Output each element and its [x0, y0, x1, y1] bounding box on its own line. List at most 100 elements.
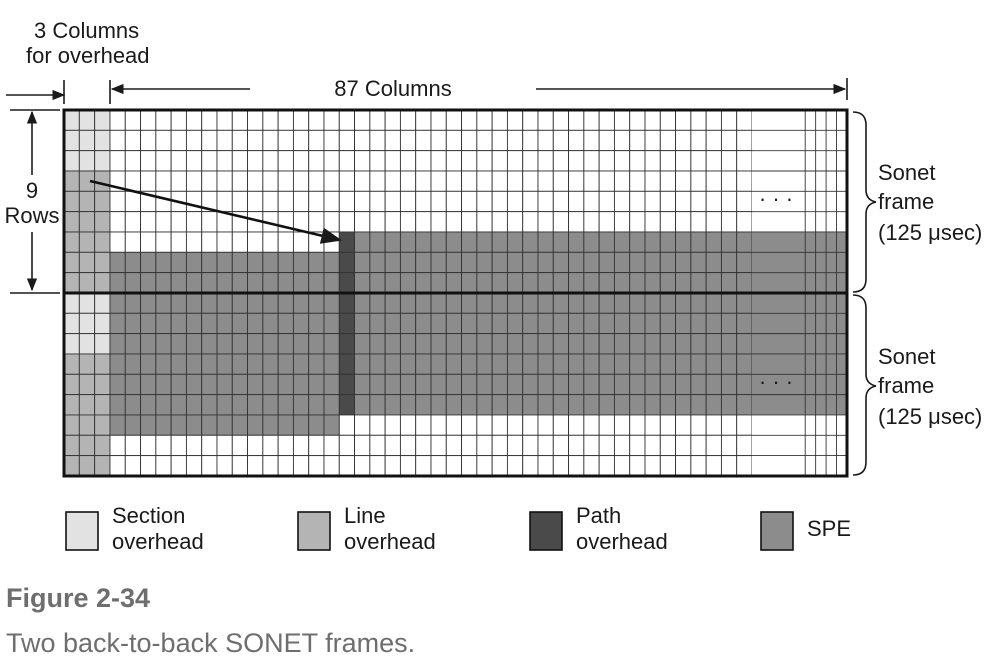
- grid-cell: [231, 394, 249, 416]
- grid-cell: [720, 129, 738, 152]
- grid-cell: [369, 312, 386, 335]
- grid-cell: [140, 150, 157, 172]
- grid-cell: [63, 414, 80, 436]
- grid-cell: [720, 455, 738, 477]
- grid-cell: [247, 150, 264, 172]
- grid-cell: [399, 292, 417, 314]
- grid-cell: [690, 455, 707, 477]
- grid-cell: [506, 129, 524, 152]
- grid-cell: [94, 109, 111, 131]
- grid-cell: [476, 251, 493, 274]
- grid-cell: [705, 272, 722, 294]
- grid-cell: [552, 394, 570, 416]
- grid-cell: [705, 312, 722, 335]
- frame1-ellipsis: · · ·: [759, 186, 793, 211]
- grid-cell: [63, 394, 80, 416]
- grid-cell: [828, 191, 847, 212]
- grid-cell: [705, 170, 722, 192]
- grid-cell: [155, 272, 172, 294]
- grid-cell: [644, 170, 661, 192]
- grid-cell: [292, 170, 310, 192]
- grid-cell: [675, 455, 692, 477]
- grid-cell: [124, 434, 142, 457]
- grid-cell: [384, 373, 401, 396]
- grid-cell: [790, 394, 809, 415]
- grid-cell: [231, 312, 249, 335]
- grid-cell: [445, 251, 463, 274]
- legend-label-section-line1: Section: [112, 503, 185, 528]
- grid-cell: [415, 333, 432, 355]
- grid-cell: [185, 211, 203, 233]
- grid-cell: [262, 434, 279, 457]
- grid-cell: [568, 455, 585, 477]
- grid-cell: [583, 333, 600, 355]
- grid-cell: [522, 455, 539, 477]
- grid-cell: [736, 251, 753, 274]
- grid-cell: [109, 231, 126, 253]
- grid-cell: [598, 251, 615, 274]
- grid-cell: [155, 251, 172, 274]
- grid-cell: [568, 373, 585, 396]
- grid-cell: [292, 109, 310, 131]
- grid-cell: [491, 292, 508, 314]
- grid-cell: [78, 312, 96, 335]
- grid-cell: [790, 191, 809, 212]
- grid-cell: [78, 353, 96, 375]
- grid-cell: [323, 292, 340, 314]
- grid-cell: [506, 333, 524, 355]
- grid-cell: [752, 170, 771, 192]
- grid-cell: [170, 333, 187, 355]
- grid-cell: [231, 455, 249, 477]
- grid-cell: [552, 312, 570, 335]
- grid-cell: [185, 150, 203, 172]
- grid-cell: [583, 190, 600, 213]
- grid-cell: [354, 272, 371, 294]
- grid-cell: [292, 272, 310, 294]
- grid-cell: [828, 211, 847, 232]
- grid-cell: [752, 211, 771, 232]
- grid-cell: [613, 434, 631, 457]
- frame2-label-line3: (125 μsec): [878, 404, 982, 429]
- grid-cell: [537, 434, 554, 457]
- grid-cell: [369, 373, 386, 396]
- grid-cell: [476, 312, 493, 335]
- frame2-label-line2: frame: [878, 373, 934, 398]
- overhead-columns-label-line2: for overhead: [26, 43, 150, 68]
- grid-cell: [476, 150, 493, 172]
- grid-cell: [476, 170, 493, 192]
- grid-cell: [140, 394, 157, 416]
- grid-cell: [537, 292, 554, 314]
- grid-cell: [292, 373, 310, 396]
- grid-cell: [445, 109, 463, 131]
- grid-cell: [231, 434, 249, 457]
- grid-cell: [705, 211, 722, 233]
- grid-cell: [292, 251, 310, 274]
- grid-cell: [445, 170, 463, 192]
- grid-cell: [705, 190, 722, 213]
- grid-cell: [461, 190, 478, 213]
- grid-cell: [155, 190, 172, 213]
- grid-cell: [384, 353, 401, 375]
- grid-cell: [415, 211, 432, 233]
- grid-cell: [445, 394, 463, 416]
- grid-cell: [476, 373, 493, 396]
- grid-cell: [828, 110, 847, 131]
- grid-cell: [659, 170, 677, 192]
- grid-cell: [613, 129, 631, 152]
- grid-cell: [262, 150, 279, 172]
- grid-cell: [583, 251, 600, 274]
- grid-cell: [369, 190, 386, 213]
- grid-cell: [430, 170, 447, 192]
- grid-cell: [659, 129, 677, 152]
- grid-cell: [522, 292, 539, 314]
- grid-cell: [771, 374, 790, 395]
- grid-cell: [231, 373, 249, 396]
- grid-cell: [262, 231, 279, 253]
- legend-label-section-line2: overhead: [112, 529, 204, 554]
- grid-cell: [369, 292, 386, 314]
- grid-cell: [828, 130, 847, 151]
- grid-cell: [94, 211, 111, 233]
- grid-cell: [109, 251, 126, 274]
- grid-cell: [231, 292, 249, 314]
- grid-cell: [185, 394, 203, 416]
